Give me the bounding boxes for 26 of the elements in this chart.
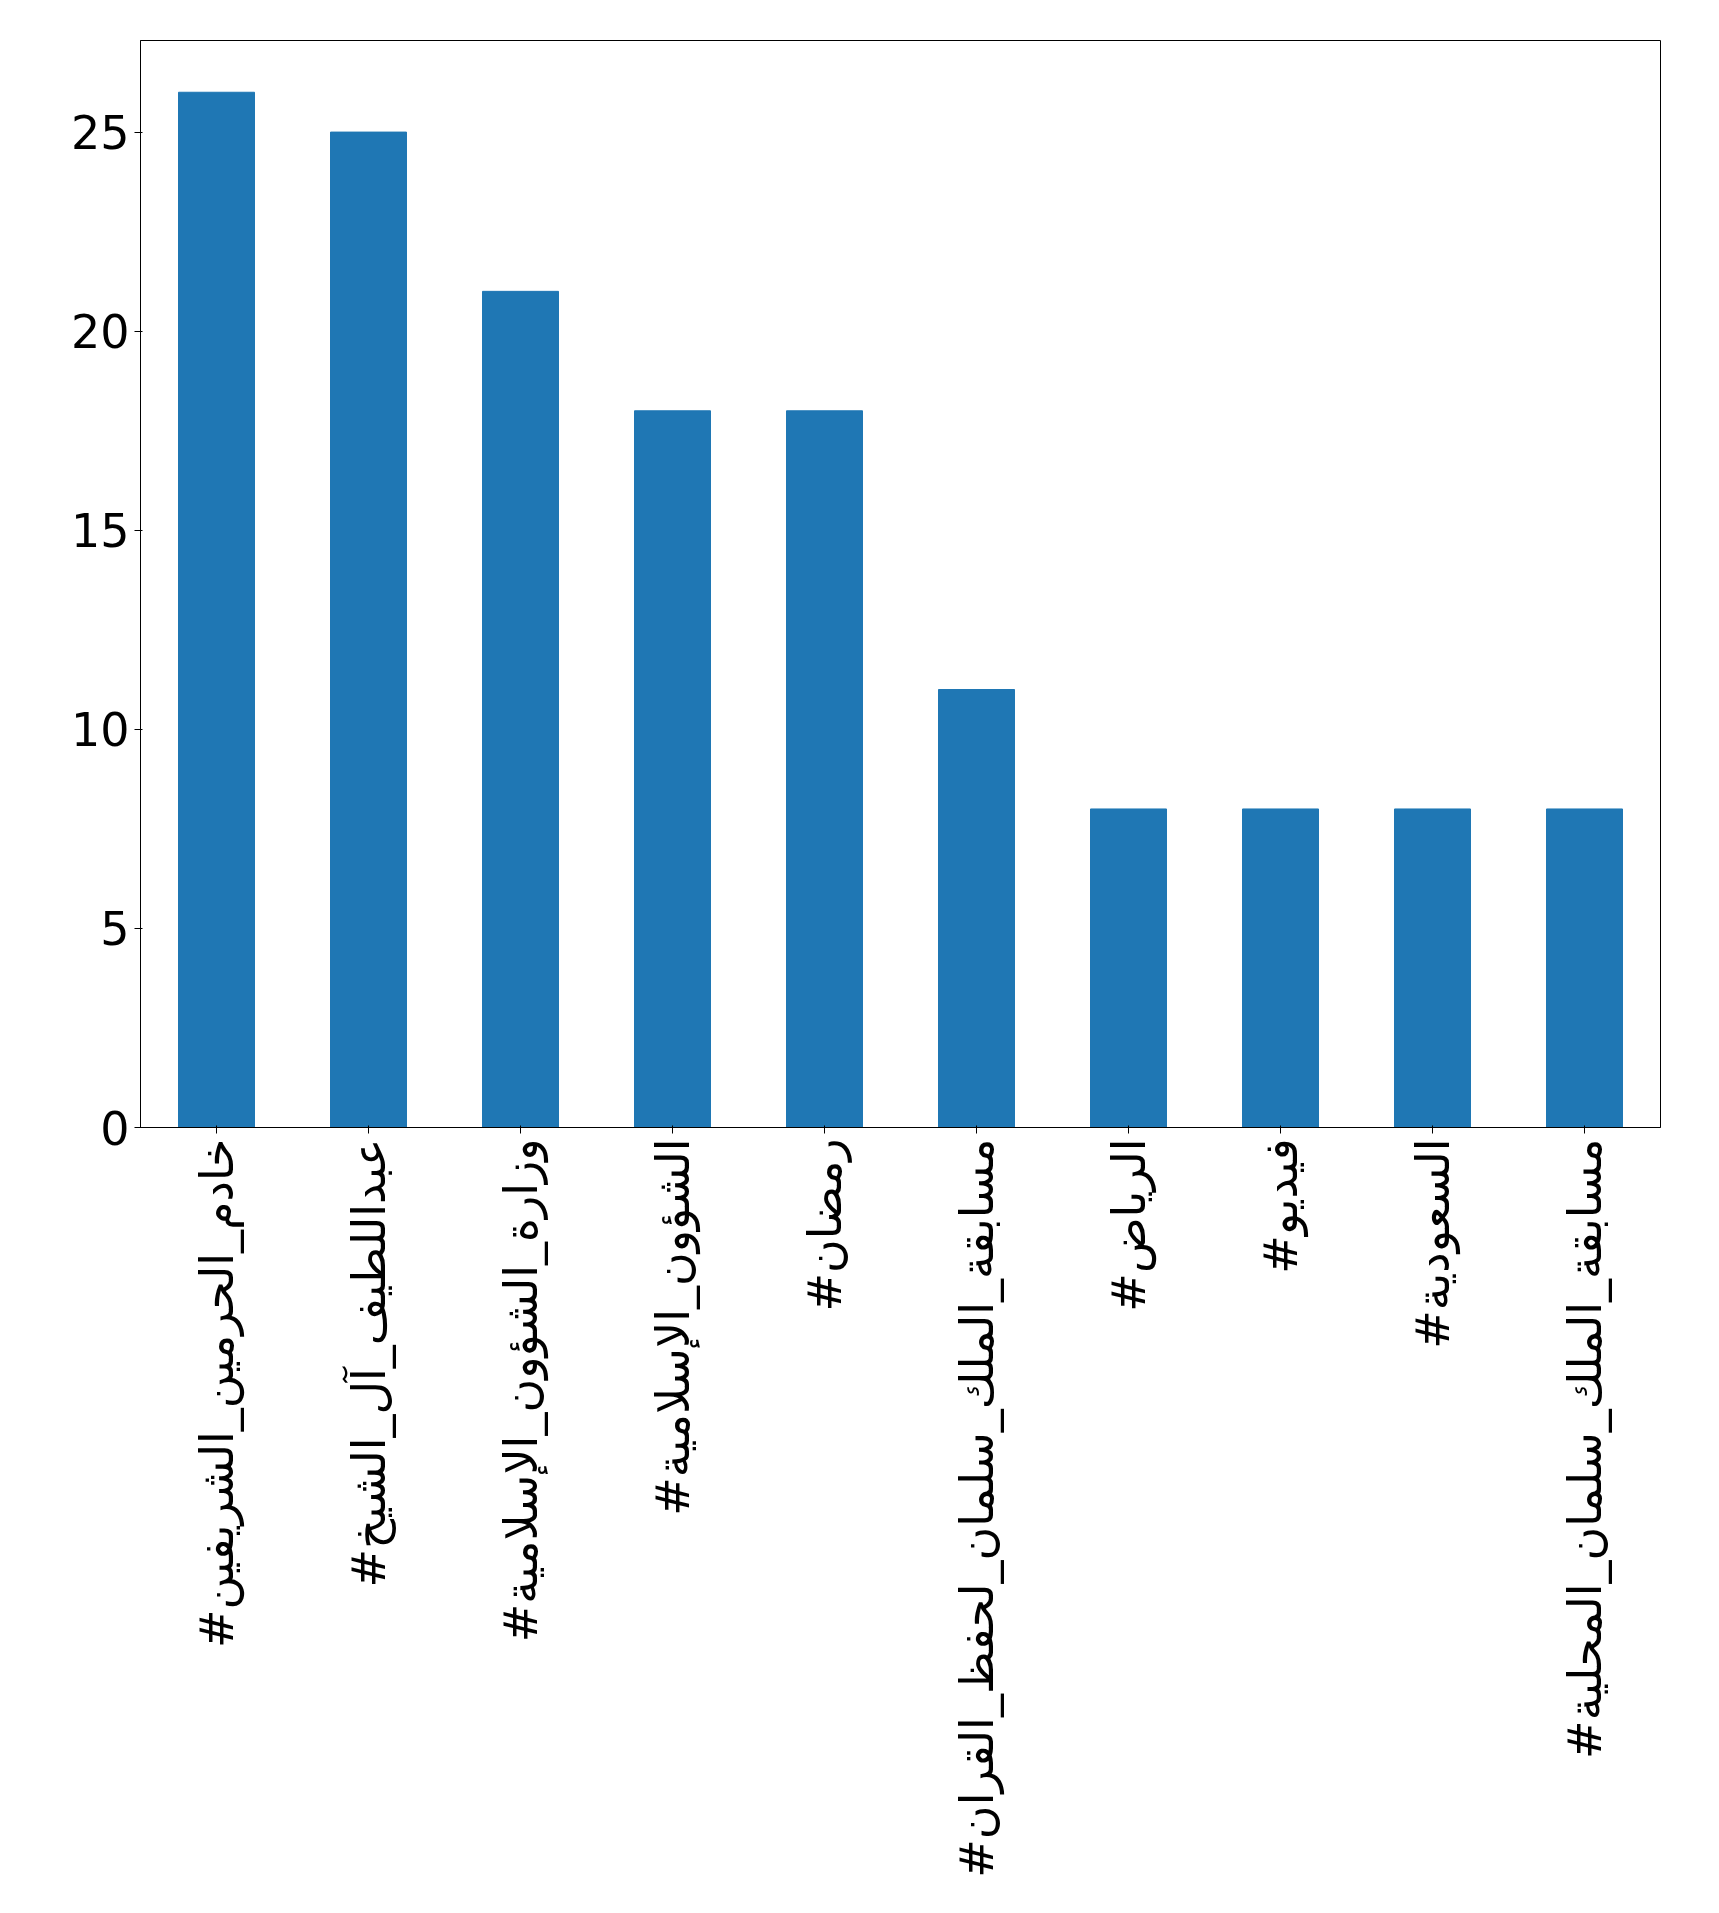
bar: [634, 410, 711, 1128]
x-tick-label: #مسابقة_الملك_سلمان_المحلية: [1557, 1138, 1612, 1759]
y-tick-label: 25: [70, 106, 130, 161]
y-tick-label: 0: [100, 1101, 130, 1156]
bar: [1394, 808, 1471, 1128]
y-tick-label: 10: [70, 703, 130, 758]
x-tick-label: #السعودية: [1405, 1138, 1461, 1349]
bar: [1242, 808, 1319, 1128]
x-tick-label: #الرياض: [1101, 1138, 1157, 1312]
y-tick-label: 15: [70, 504, 130, 559]
bar: [482, 290, 559, 1128]
bar: [1090, 808, 1167, 1128]
y-tick-label: 5: [100, 902, 130, 957]
x-tick-label: #الشؤون_الإسلامية: [645, 1138, 701, 1516]
x-tick-label: #خادم_الحرمين_الشريفين: [189, 1138, 245, 1649]
x-tick-label: #رمضان: [797, 1138, 852, 1312]
bar: [938, 689, 1015, 1128]
x-tick-label: #وزارة_الشؤون_الإسلامية: [493, 1138, 549, 1643]
y-tick-label: 20: [70, 305, 130, 360]
bar: [1546, 808, 1623, 1128]
bar: [178, 91, 255, 1128]
x-tick-label: #فيديو: [1253, 1138, 1309, 1274]
bar: [330, 131, 407, 1128]
x-tick-label: #مسابقة_الملك_سلمان_لحفظ_القران: [949, 1138, 1005, 1878]
bar: [786, 410, 863, 1128]
x-tick-label: #عبداللطيف_آل_الشيخ: [341, 1138, 396, 1588]
